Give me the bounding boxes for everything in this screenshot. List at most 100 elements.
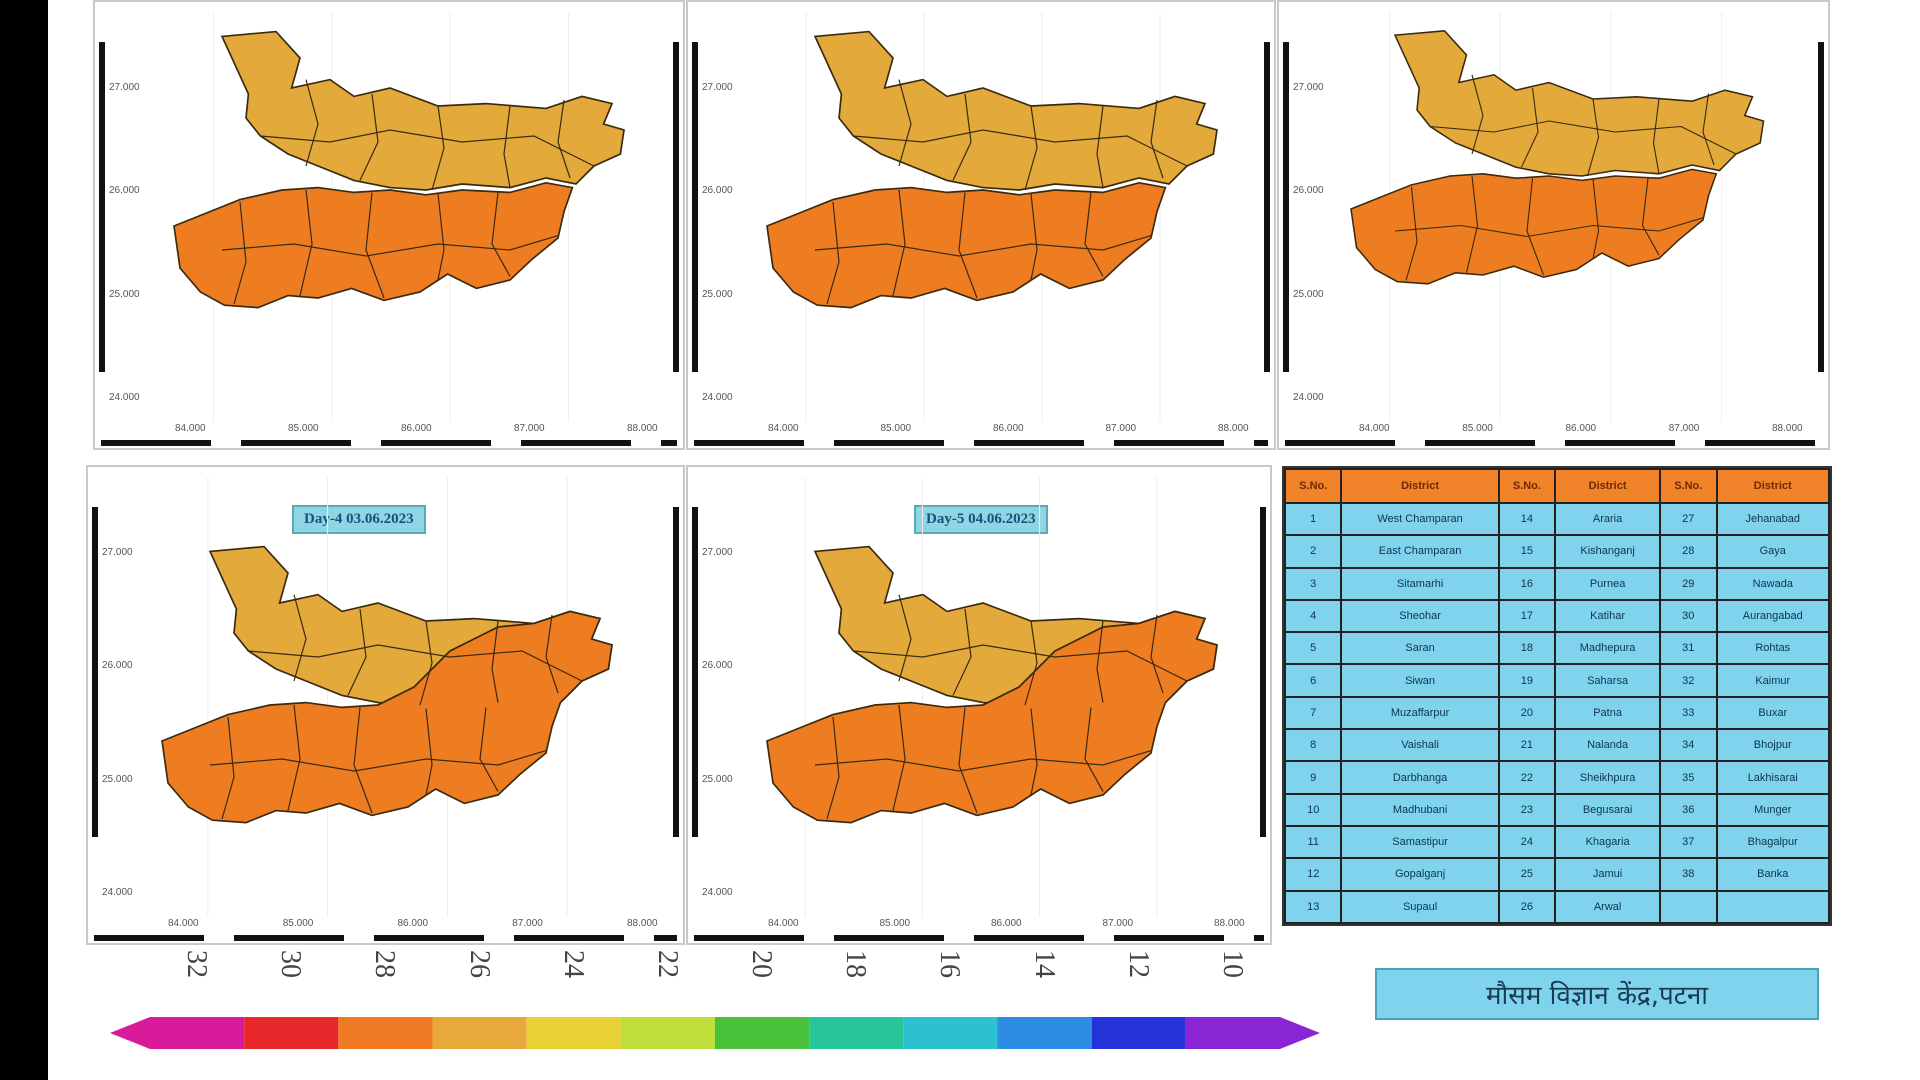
- district-boundary: [293, 594, 307, 682]
- map-frame-right: [1264, 42, 1270, 372]
- district-boundary: [260, 129, 595, 167]
- district-boundary: [1150, 99, 1164, 179]
- district-boundary: [287, 704, 301, 811]
- district-boundary: [305, 79, 319, 167]
- table-cell: Vaishali: [1340, 728, 1500, 763]
- legend-value-label: 14: [1028, 950, 1060, 978]
- table-cell: [1659, 889, 1718, 925]
- table-cell: Arwal: [1554, 889, 1662, 925]
- table-header-cell: S.No.: [1659, 468, 1718, 504]
- map-frame-bottom: [1285, 440, 1822, 446]
- district-table: S.No. District S.No. District S.No. District …: [1282, 466, 1832, 926]
- table-header-row: S.No. District S.No. District S.No. District: [1283, 468, 1831, 504]
- map-frame-bottom: [694, 935, 1264, 941]
- x-tick-label: 85.000: [880, 423, 912, 434]
- district-boundary: [1096, 105, 1104, 188]
- table-cell: 18: [1497, 631, 1557, 666]
- legend-color-segment: [715, 1017, 810, 1049]
- table-cell: 5: [1283, 631, 1343, 666]
- table-cell: Gaya: [1715, 534, 1831, 569]
- y-tick-label: 26.000: [702, 660, 733, 672]
- x-tick-label: 85.000: [1462, 423, 1493, 434]
- legend-value-label: 20: [746, 950, 777, 978]
- district-boundary: [491, 192, 511, 277]
- district-boundary: [1586, 98, 1600, 177]
- x-tick-label: 86.000: [397, 918, 429, 929]
- table-cell: 8: [1283, 728, 1343, 763]
- x-tick-label: 84.000: [1359, 423, 1390, 434]
- legend-value-label: 10: [1216, 950, 1248, 978]
- x-tick-label: 84.000: [168, 918, 199, 929]
- table-cell: Nalanda: [1554, 728, 1662, 763]
- x-tick-label: 84.000: [175, 423, 206, 434]
- table-cell: Lakhisarai: [1715, 760, 1831, 795]
- x-tick-label: 85.000: [288, 423, 319, 434]
- bihar-map: [161, 477, 613, 917]
- district-boundary: [898, 79, 912, 167]
- legend-value-label: 28: [369, 950, 401, 978]
- district-boundary: [1592, 179, 1600, 259]
- table-cell: Bhojpur: [1715, 728, 1831, 763]
- district-boundary: [503, 105, 511, 188]
- table-cell: 27: [1659, 501, 1718, 537]
- table-cell: Jehanabad: [1715, 501, 1831, 537]
- table-cell: 38: [1659, 857, 1718, 892]
- table-cell: Siwan: [1340, 663, 1500, 698]
- table-cell: 36: [1659, 792, 1718, 827]
- district-boundary: [1526, 178, 1545, 276]
- map-frame-right: [1260, 507, 1266, 837]
- y-tick-label: 25.000: [702, 288, 733, 300]
- x-tick-label: 86.000: [991, 918, 1022, 929]
- day-label: Day-5 04.06.2023: [914, 505, 1048, 534]
- legend-color-segment: [338, 1017, 433, 1049]
- district-boundary: [1471, 74, 1484, 155]
- table-row: 5 Saran 18 Madhepura 31 Rohtas: [1283, 631, 1831, 666]
- district-boundary: [419, 620, 433, 706]
- y-tick-label: 24.000: [1293, 392, 1324, 403]
- district-boundary: [437, 193, 445, 281]
- legend-value-label: 12: [1122, 950, 1154, 978]
- table-cell: Samastipur: [1340, 824, 1500, 860]
- y-tick-label: 27.000: [102, 547, 133, 558]
- x-tick-label: 84.000: [768, 423, 799, 434]
- legend-value-label: 18: [840, 950, 872, 978]
- table-cell: 29: [1659, 566, 1718, 601]
- legend-color-segment: [244, 1017, 339, 1049]
- y-tick-label: 27.000: [1293, 82, 1324, 93]
- legend-value-label: 30: [275, 950, 307, 978]
- table-cell: 12: [1283, 857, 1343, 892]
- legend-color-segment: [432, 1017, 527, 1049]
- table-cell: 6: [1283, 663, 1343, 698]
- table-row: 13 Supaul 26 Arwal: [1283, 889, 1831, 925]
- x-tick-label: 86.000: [1565, 423, 1597, 434]
- legend-color-segment: [1185, 1017, 1320, 1049]
- table-row: 1 West Champaran 14 Araria 27 Jehanabad: [1283, 501, 1831, 537]
- legend-color-bar: [110, 1017, 1320, 1049]
- map-frame-bottom: [94, 935, 677, 941]
- district-boundary: [365, 192, 385, 299]
- map-frame-left: [692, 507, 698, 837]
- table-cell: Katihar: [1554, 598, 1662, 634]
- south-region: [161, 610, 613, 824]
- map-frame-left: [99, 42, 105, 372]
- district-boundary: [853, 644, 1188, 682]
- table-cell: 4: [1283, 598, 1343, 634]
- x-tick-label: 87.000: [1668, 423, 1700, 434]
- district-boundary: [491, 620, 499, 703]
- left-black-border: [0, 0, 48, 1080]
- district-boundary: [1150, 614, 1164, 694]
- district-boundary: [299, 189, 313, 296]
- table-cell: 14: [1497, 501, 1557, 537]
- legend-value-label: 32: [181, 950, 212, 978]
- x-tick-label: 88.000: [1772, 423, 1803, 434]
- table-cell: 16: [1497, 566, 1557, 601]
- table-header-cell: S.No.: [1497, 468, 1557, 504]
- district-boundary: [814, 750, 1152, 772]
- district-boundary: [431, 105, 445, 191]
- table-row: 9 Darbhanga 22 Sheikhpura 35 Lakhisarai: [1283, 760, 1831, 795]
- table-cell: Rohtas: [1715, 631, 1831, 666]
- map-panel-day2: 84.000 85.000 86.000 87.000 88.000 27.000 26.0…: [686, 0, 1276, 450]
- district-boundary: [892, 189, 906, 296]
- table-row: 10 Madhubani 23 Begusarai 36 Munger: [1283, 792, 1831, 827]
- day-label: Day-4 03.06.2023: [292, 505, 426, 534]
